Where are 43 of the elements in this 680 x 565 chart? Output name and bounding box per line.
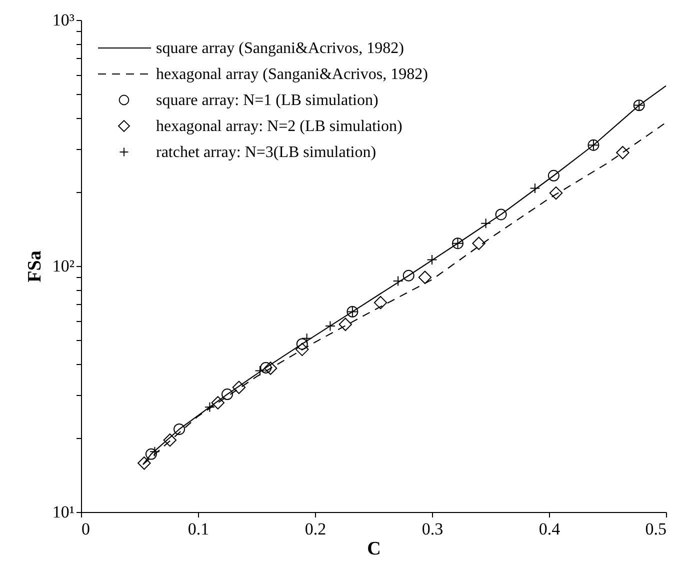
point: [392, 276, 404, 286]
point: [138, 456, 151, 470]
y-axis-title: FSa: [24, 250, 46, 282]
point: [264, 362, 278, 375]
point: [211, 396, 225, 410]
point: [222, 388, 233, 400]
point: [418, 270, 432, 284]
legend-label: hexagonal array: N=2 (LB simulation): [156, 118, 402, 135]
legend-label: square array (Sangani&Acrivos, 1982): [156, 40, 404, 57]
legend-label: ratchet array: N=3(LB simulation): [156, 144, 376, 161]
x-tick-label: 0: [82, 520, 90, 538]
point: [530, 183, 540, 194]
x-tick-label: 0.4: [538, 520, 561, 538]
x-tick-label: 0.2: [304, 520, 326, 538]
y-tick-label: 10²: [52, 256, 74, 276]
point: [163, 433, 177, 447]
point: [402, 270, 414, 282]
point: [324, 320, 336, 332]
point: [472, 236, 486, 250]
point: [549, 186, 563, 200]
point: [174, 423, 186, 435]
point: [426, 254, 438, 266]
point: [149, 446, 160, 457]
point: [145, 448, 157, 460]
y-tick-label: 10³: [52, 10, 74, 30]
point: [548, 170, 560, 182]
point: [616, 146, 630, 160]
point: [254, 366, 266, 376]
point: [296, 342, 309, 356]
point: [232, 380, 246, 394]
x-tick-label: 0.3: [422, 520, 444, 538]
legend-label: hexagonal array (Sangani&Acrivos, 1982): [156, 66, 428, 83]
point: [480, 218, 492, 229]
legend-label: square array: N=1 (LB simulation): [156, 92, 378, 109]
x-tick-label: 0.1: [188, 520, 210, 538]
x-tick-label: 0.5: [645, 520, 666, 538]
point: [338, 318, 352, 332]
y-tick-label: 10¹: [52, 502, 74, 522]
x-axis-title: C: [367, 538, 381, 560]
point: [260, 362, 272, 374]
point: [495, 208, 507, 220]
point: [374, 296, 388, 310]
point: [204, 402, 215, 412]
